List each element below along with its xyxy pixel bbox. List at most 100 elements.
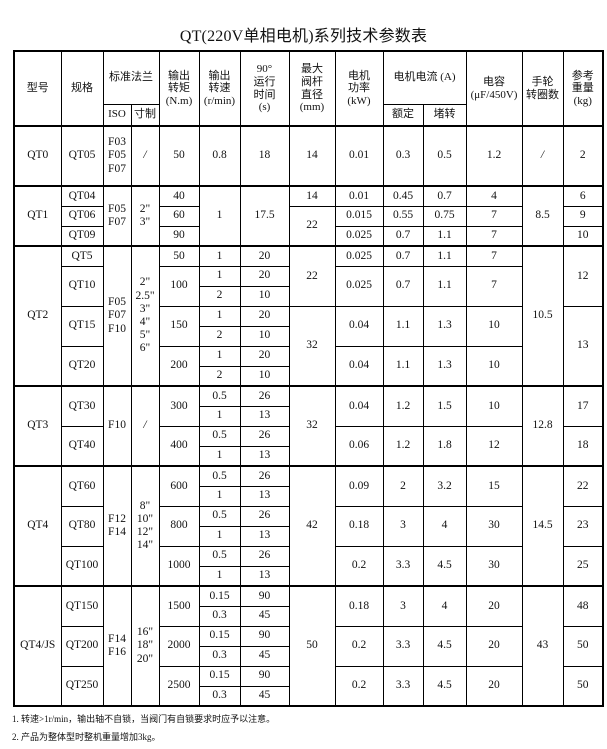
cell-stem: 32	[288, 305, 336, 387]
cell-weight: 9	[562, 205, 604, 227]
cell-time: 13	[239, 445, 290, 467]
cell-turns: 14.5	[521, 465, 564, 587]
cell-capacitor: 12	[465, 425, 523, 467]
cell-stall: 4	[422, 505, 467, 547]
cell-power: 0.2	[334, 545, 384, 587]
header-rated: 额定	[382, 103, 424, 127]
cell-inch: 2" 2.5" 3" 4" 5" 6"	[130, 245, 160, 387]
header-weight: 参考 重量 (kg)	[562, 50, 604, 127]
cell-inch: /	[130, 125, 160, 187]
cell-turns: 12.8	[521, 385, 564, 467]
cell-rated: 1.1	[382, 345, 424, 387]
table-row: QT09 90 0.025 0.7 1.1 7 10	[14, 225, 604, 247]
cell-turns: 8.5	[521, 185, 564, 247]
cell-weight: 12	[562, 245, 604, 307]
cell-model: QT4/JS	[13, 585, 62, 707]
cell-time: 45	[239, 645, 290, 667]
cell-speed: 0.3	[198, 605, 241, 627]
cell-power: 0.04	[334, 305, 384, 347]
cell-time: 20	[239, 245, 290, 267]
cell-spec: QT20	[60, 345, 104, 387]
cell-spec: QT100	[60, 545, 104, 587]
cell-rated: 0.55	[382, 205, 424, 227]
cell-speed: 0.15	[198, 585, 241, 607]
cell-torque: 40	[158, 185, 200, 207]
cell-capacitor: 10	[465, 345, 523, 387]
cell-speed: 0.15	[198, 665, 241, 687]
cell-speed: 1	[198, 345, 241, 367]
cell-spec: QT04	[60, 185, 104, 207]
cell-model: QT4	[13, 465, 62, 587]
cell-torque: 50	[158, 245, 200, 267]
cell-time: 20	[239, 345, 290, 367]
cell-stall: 4.5	[422, 545, 467, 587]
cell-spec: QT40	[60, 425, 104, 467]
cell-stall: 4	[422, 585, 467, 627]
table-row: QT4/JS QT150 F14 F16 16" 18" 20" 1500 0.15 90 5…	[13, 585, 604, 707]
cell-turns: 43	[521, 585, 564, 707]
cell-torque: 200	[158, 345, 200, 387]
header-capacitor: 电容 (μF/450V)	[465, 50, 523, 127]
header-power: 电机 功率 (kW)	[334, 50, 384, 127]
cell-spec: QT200	[60, 625, 104, 667]
cell-weight: 17	[562, 385, 604, 427]
cell-time: 10	[239, 365, 290, 387]
cell-rated: 0.7	[382, 225, 424, 247]
cell-capacitor: 7	[465, 225, 523, 247]
cell-spec: QT06	[60, 205, 104, 227]
table-row: 1 13	[14, 525, 603, 547]
cell-inch: 16" 18" 20"	[130, 585, 160, 707]
table-row: QT250 2500 0.15 90 0.2 3.3 4.5 20 50	[14, 665, 604, 707]
table-row: QT1 QT04 F05 F07 2" 3" 40 1 17.5 14 0.01 0.45 0.7 4…	[13, 185, 604, 247]
cell-stall: 4.5	[422, 625, 467, 667]
cell-capacitor: 1.2	[465, 125, 523, 187]
model-group: QT4 QT60 F12 F14 8" 10" 12" 14" 600 0.5 26 42 0.…	[13, 465, 604, 587]
table-row: 0.3 45	[14, 605, 603, 627]
cell-speed: 2	[198, 365, 241, 387]
cell-speed: 0.3	[198, 645, 241, 667]
cell-weight: 10	[562, 225, 604, 247]
cell-torque: 90	[158, 225, 200, 247]
cell-spec: QT10	[60, 265, 104, 307]
cell-speed: 0.5	[198, 505, 241, 527]
header-stall: 堵转	[422, 103, 467, 127]
cell-torque: 60	[158, 205, 200, 227]
cell-capacitor: 30	[465, 505, 523, 547]
cell-model: QT0	[13, 125, 62, 187]
cell-time: 26	[239, 505, 290, 527]
cell-rated: 1.2	[382, 425, 424, 467]
cell-stall: 4.5	[422, 665, 467, 707]
cell-spec: QT30	[60, 385, 104, 427]
cell-stem: 50	[288, 585, 336, 707]
cell-speed: 0.5	[198, 465, 241, 487]
cell-power: 0.09	[334, 465, 384, 507]
cell-power: 0.2	[334, 665, 384, 707]
cell-stall: 1.3	[422, 345, 467, 387]
cell-stall: 0.5	[422, 125, 467, 187]
header-turns: 手轮 转圈数	[521, 50, 564, 127]
cell-weight: 2	[562, 125, 604, 187]
header-inch: 寸制	[130, 103, 160, 127]
cell-capacitor: 4	[465, 185, 523, 207]
cell-stem: 42	[288, 465, 336, 587]
cell-capacitor: 10	[465, 305, 523, 347]
table-row: 1 13	[14, 405, 603, 427]
table-row: 2 10	[14, 285, 603, 307]
cell-time: 45	[239, 605, 290, 627]
cell-iso: F05 F07	[102, 185, 132, 247]
cell-torque: 150	[158, 305, 200, 347]
cell-speed: 1	[198, 445, 241, 467]
cell-weight: 18	[562, 425, 604, 467]
cell-power: 0.04	[334, 345, 384, 387]
header-stem: 最大 阀杆 直径 (mm)	[288, 50, 336, 127]
table-row: QT06 60 22 0.015 0.55 0.75 7 9	[14, 205, 604, 247]
model-group: QT2 QT5 F05 F07 F10 2" 2.5" 3" 4" 5" 6" 50 1 2…	[13, 245, 604, 387]
cell-speed: 2	[198, 285, 241, 307]
model-group: QT1 QT04 F05 F07 2" 3" 40 1 17.5 14 0.01 0.45 0.7 4…	[13, 185, 604, 247]
cell-spec: QT80	[60, 505, 104, 547]
cell-capacitor: 7	[465, 245, 523, 267]
table-row: QT4 QT60 F12 F14 8" 10" 12" 14" 600 0.5 26 42 0.…	[13, 465, 604, 587]
cell-speed: 1	[198, 185, 241, 247]
cell-speed: 1	[198, 485, 241, 507]
header-row: 型号 规格 标准法兰 输出 转矩 (N.m) 输出 转速 (r/min) 90°…	[13, 50, 604, 127]
